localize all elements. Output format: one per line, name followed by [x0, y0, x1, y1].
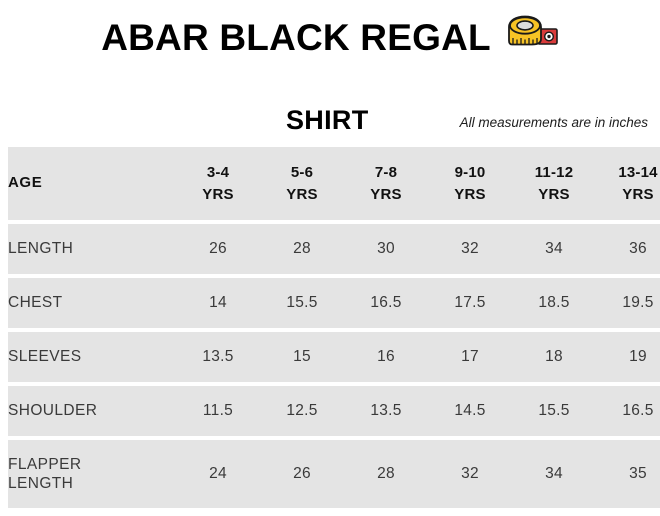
- header-cell-size-4: 9-10 YRS: [428, 147, 512, 224]
- size-unit-4: YRS: [454, 185, 486, 203]
- row-label-length: LENGTH: [8, 222, 176, 278]
- garment-type-label: SHIRT: [286, 105, 369, 135]
- table-row: SHOULDER 11.5 12.5 13.5 14.5 15.5 16.5: [8, 384, 660, 440]
- row-label-flapper-line-2: LENGTH: [8, 475, 74, 492]
- cell-length-7-8: 30: [344, 222, 428, 278]
- row-label-flapper-line-1: FLAPPER: [8, 455, 82, 473]
- size-range-1: 3-4: [206, 164, 230, 182]
- cell-length-13-14: 36: [596, 222, 660, 278]
- measurement-unit-note: All measurements are in inches: [459, 115, 648, 130]
- size-range-5: 11-12: [534, 164, 574, 182]
- cell-chest-11-12: 18.5: [512, 276, 596, 332]
- size-range-2: 5-6: [290, 164, 314, 182]
- cell-shoulder-3-4: 11.5: [176, 384, 260, 440]
- cell-length-3-4: 26: [176, 222, 260, 278]
- row-label-chest: CHEST: [8, 276, 176, 332]
- size-unit-1: YRS: [202, 185, 234, 203]
- size-range-3: 7-8: [374, 164, 398, 182]
- cell-shoulder-7-8: 13.5: [344, 384, 428, 440]
- cell-sleeves-5-6: 15: [260, 330, 344, 386]
- cell-flapper-length-7-8: 28: [344, 438, 428, 508]
- cell-flapper-length-5-6: 26: [260, 438, 344, 508]
- cell-flapper-length-11-12: 34: [512, 438, 596, 508]
- cell-flapper-length-13-14: 35: [596, 438, 660, 508]
- cell-shoulder-9-10: 14.5: [428, 384, 512, 440]
- cell-length-5-6: 28: [260, 222, 344, 278]
- row-label-shoulder: SHOULDER: [8, 384, 176, 440]
- row-label-flapper-length: FLAPPER LENGTH: [8, 438, 176, 508]
- cell-length-11-12: 34: [512, 222, 596, 278]
- row-label-sleeves: SLEEVES: [8, 330, 176, 386]
- header-cell-size-2: 5-6 YRS: [260, 147, 344, 224]
- size-range-6: 13-14: [618, 164, 658, 182]
- cell-chest-7-8: 16.5: [344, 276, 428, 332]
- table-row: FLAPPER LENGTH 24 26 28 32 34 35: [8, 438, 660, 508]
- subheader: SHIRT All measurements are in inches: [0, 103, 660, 137]
- size-unit-3: YRS: [370, 185, 402, 203]
- cell-sleeves-13-14: 19: [596, 330, 660, 386]
- cell-chest-9-10: 17.5: [428, 276, 512, 332]
- header-cell-size-5: 11-12 YRS: [512, 147, 596, 224]
- page-title: ABAR BLACK REGAL: [0, 14, 660, 61]
- cell-flapper-length-3-4: 24: [176, 438, 260, 508]
- table-row: CHEST 14 15.5 16.5 17.5 18.5 19.5: [8, 276, 660, 332]
- table-header-row: AGE 3-4 YRS 5-6 YRS 7-8 YRS 9-10 YRS: [8, 147, 660, 224]
- size-range-4: 9-10: [454, 164, 486, 182]
- cell-sleeves-7-8: 16: [344, 330, 428, 386]
- size-unit-2: YRS: [286, 185, 318, 203]
- cell-sleeves-3-4: 13.5: [176, 330, 260, 386]
- brand-title-text: ABAR BLACK REGAL: [101, 17, 491, 58]
- cell-length-9-10: 32: [428, 222, 512, 278]
- header-cell-size-1: 3-4 YRS: [176, 147, 260, 224]
- cell-chest-5-6: 15.5: [260, 276, 344, 332]
- cell-chest-3-4: 14: [176, 276, 260, 332]
- cell-flapper-length-9-10: 32: [428, 438, 512, 508]
- table-row: SLEEVES 13.5 15 16 17 18 19: [8, 330, 660, 386]
- cell-shoulder-5-6: 12.5: [260, 384, 344, 440]
- table-row: LENGTH 26 28 30 32 34 36: [8, 222, 660, 278]
- size-chart-table: AGE 3-4 YRS 5-6 YRS 7-8 YRS 9-10 YRS: [8, 147, 660, 508]
- cell-chest-13-14: 19.5: [596, 276, 660, 332]
- cell-shoulder-11-12: 15.5: [512, 384, 596, 440]
- header-cell-size-6: 13-14 YRS: [596, 147, 660, 224]
- tape-measure-icon: [505, 14, 559, 59]
- cell-sleeves-11-12: 18: [512, 330, 596, 386]
- header-cell-size-3: 7-8 YRS: [344, 147, 428, 224]
- header-cell-age: AGE: [8, 147, 176, 224]
- cell-shoulder-13-14: 16.5: [596, 384, 660, 440]
- size-unit-5: YRS: [538, 185, 570, 203]
- size-unit-6: YRS: [622, 185, 654, 203]
- cell-sleeves-9-10: 17: [428, 330, 512, 386]
